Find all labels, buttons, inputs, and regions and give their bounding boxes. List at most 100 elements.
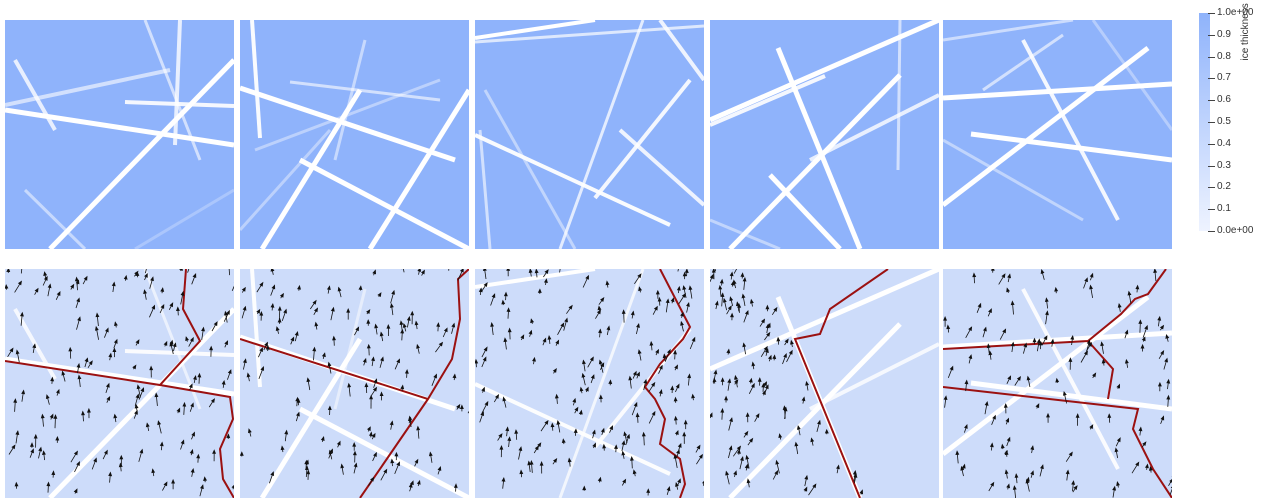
velocity-arrowhead (40, 413, 45, 419)
velocity-arrowhead (370, 476, 375, 482)
velocity-arrowhead (1001, 273, 1006, 279)
velocity-arrowhead (534, 269, 539, 274)
velocity-arrowhead (200, 484, 204, 490)
velocity-arrowhead (347, 382, 352, 388)
velocity-arrowhead (1138, 319, 1143, 324)
velocity-arrowhead (810, 437, 815, 443)
velocity-arrowhead (621, 440, 626, 446)
velocity-arrowhead (1127, 290, 1132, 296)
velocity-arrowhead (139, 448, 144, 454)
velocity-arrowhead (1092, 372, 1097, 378)
velocity-arrowhead (598, 328, 603, 334)
velocity-arrowhead (676, 449, 680, 454)
velocity-arrowhead (259, 347, 263, 352)
velocity-arrowhead (1002, 328, 1007, 334)
velocity-arrowhead (1026, 375, 1031, 381)
velocity-arrowhead (560, 322, 565, 328)
velocity-arrowhead (212, 449, 217, 454)
velocity-arrowhead (246, 372, 251, 378)
velocity-arrowhead (836, 464, 840, 470)
velocity-arrowhead (666, 486, 671, 492)
velocity-arrowhead (719, 278, 724, 284)
velocity-arrowhead (1089, 272, 1094, 278)
velocity-arrowhead (1141, 336, 1146, 342)
velocity-arrowhead (14, 481, 19, 487)
velocity-arrowhead (410, 480, 414, 486)
velocity-arrowhead (1035, 403, 1040, 409)
velocity-arrowhead (638, 286, 643, 292)
velocity-arrowhead (182, 401, 187, 407)
velocity-arrowhead (636, 371, 640, 377)
velocity-arrowhead (21, 389, 26, 395)
velocity-arrowhead (675, 383, 680, 389)
velocity-arrowhead (284, 429, 289, 435)
velocity-arrowhead (190, 402, 194, 408)
thickness-panel-3 (475, 20, 704, 249)
velocity-arrowhead (459, 269, 464, 273)
velocity-arrow (677, 269, 679, 272)
colorbar-tick (1208, 34, 1215, 36)
velocity-arrowhead (1030, 445, 1035, 451)
velocity-arrowhead (73, 450, 78, 456)
velocity-arrowhead (163, 481, 168, 487)
velocity-arrowhead (172, 342, 177, 348)
velocity-arrowhead (762, 390, 766, 395)
velocity-arrowhead (1054, 286, 1059, 292)
velocity-arrowhead (327, 361, 332, 367)
velocity-arrowhead (1062, 390, 1067, 396)
velocity-panel-5 (943, 269, 1172, 498)
velocity-arrowhead (812, 483, 817, 489)
velocity-arrowhead (665, 298, 670, 304)
velocity-arrowhead (955, 450, 960, 455)
velocity-arrowhead (114, 321, 118, 327)
velocity-arrowhead (364, 382, 369, 388)
velocity-arrowhead (767, 354, 772, 360)
colorbar-tick (1208, 56, 1215, 58)
velocity-arrowhead (698, 453, 703, 459)
velocity-arrowhead (1006, 436, 1011, 442)
velocity-arrow (231, 285, 234, 291)
velocity-arrowhead (1153, 269, 1158, 273)
velocity-arrowhead (1166, 394, 1171, 400)
velocity-arrowhead (1045, 310, 1049, 316)
velocity-arrowhead (943, 395, 948, 400)
velocity-arrowhead (564, 317, 568, 323)
velocity-arrowhead (778, 433, 783, 439)
velocity-arrowhead (673, 453, 678, 459)
velocity-arrowhead (968, 326, 973, 332)
velocity-arrowhead (579, 386, 584, 392)
velocity-arrowhead (598, 359, 603, 365)
velocity-arrowhead (554, 393, 559, 399)
velocity-arrowhead (713, 369, 718, 375)
velocity-arrowhead (749, 298, 754, 304)
velocity-arrowhead (790, 339, 794, 345)
velocity-arrowhead (482, 356, 487, 362)
velocity-arrowhead (1087, 341, 1093, 347)
velocity-arrow (1168, 478, 1172, 486)
colorbar-tick-label: 0.9 (1217, 28, 1231, 40)
velocity-arrowhead (366, 309, 371, 315)
velocity-arrowhead (794, 441, 799, 447)
velocity-arrowhead (451, 322, 456, 328)
velocity-arrowhead (729, 296, 734, 302)
velocity-arrowhead (596, 309, 601, 315)
velocity-arrowhead (578, 409, 583, 415)
velocity-arrowhead (436, 322, 441, 327)
velocity-arrowhead (534, 445, 539, 451)
velocity-arrowhead (190, 467, 195, 473)
velocity-arrowhead (581, 372, 586, 378)
velocity-arrowhead (1068, 451, 1073, 457)
velocity-arrowhead (386, 324, 391, 329)
velocity-arrowhead (106, 396, 111, 401)
velocity-arrowhead (1112, 485, 1117, 491)
velocity-arrowhead (718, 284, 723, 290)
velocity-arrowhead (11, 444, 16, 450)
velocity-arrowhead (633, 401, 638, 407)
velocity-arrow (559, 269, 561, 273)
velocity-arrowhead (248, 428, 252, 434)
velocity-arrowhead (84, 357, 89, 363)
velocity-panel-1 (5, 269, 234, 498)
velocity-arrowhead (494, 394, 500, 399)
velocity-arrowhead (163, 340, 168, 346)
velocity-arrowhead (33, 433, 38, 439)
